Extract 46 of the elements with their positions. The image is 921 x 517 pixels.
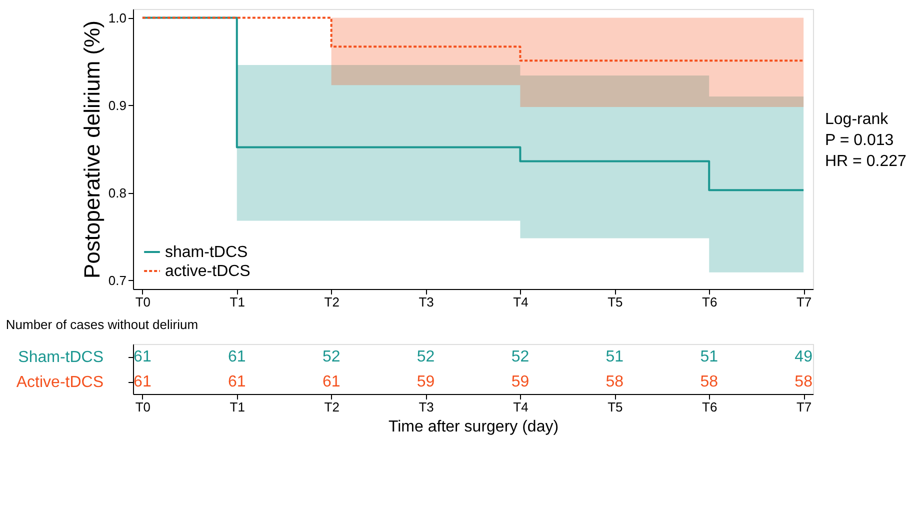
text: Log-rank [825,111,890,128]
data-label: 61 [228,348,246,366]
data-label: 52 [416,348,435,366]
data-label: 61 [322,374,340,390]
legend-label: active-tDCS [165,263,250,280]
x-tick-label: T7 [796,294,812,310]
x-tick-label: T2 [324,294,340,310]
legend-label: Active-tDCS [16,374,104,391]
y-axis-title: Postoperative delirium (%) [79,20,104,278]
category-label: T6 [702,400,718,414]
data-label: 59 [511,374,530,390]
x-tick-label: T1 [230,294,245,310]
legend-label: sham-tDCS [165,244,248,261]
x-tick-label: T5 [608,294,623,310]
data-label: 59 [416,374,435,390]
y-tick-label: 1.0 [108,10,126,26]
y-tick-label: 0.9 [108,98,126,113]
data-label: 58 [794,374,813,390]
text: HR = 0.227 [825,153,906,170]
y-tick-label: 0.7 [108,272,126,288]
legend-label: Sham-tDCS [18,349,104,366]
data-label: 52 [322,348,340,366]
y-tick-label: 0.8 [108,185,126,200]
data-label: 52 [511,348,530,366]
category-label: T1 [230,400,245,414]
text: Time after surgery (day) [388,418,559,436]
text: Number of cases without delirium [6,317,198,332]
data-label: 51 [700,348,718,366]
data-label: 58 [606,374,624,390]
data-label: 49 [794,348,813,366]
x-tick-label: T6 [702,294,718,310]
data-label: 61 [134,348,152,366]
text: P = 0.013 [825,132,894,149]
category-label: T7 [796,400,812,414]
category-label: T0 [135,400,151,414]
data-label: 61 [134,374,152,390]
data-label: 58 [700,374,718,390]
data-label: 61 [228,374,246,390]
x-tick-label: T4 [513,294,528,310]
x-tick-label: T0 [135,294,151,310]
category-label: T4 [513,400,528,414]
category-label: T2 [324,400,340,414]
x-tick-label: T3 [418,294,434,310]
data-label: 51 [606,348,624,366]
category-label: T3 [418,400,434,414]
category-label: T5 [608,400,623,414]
